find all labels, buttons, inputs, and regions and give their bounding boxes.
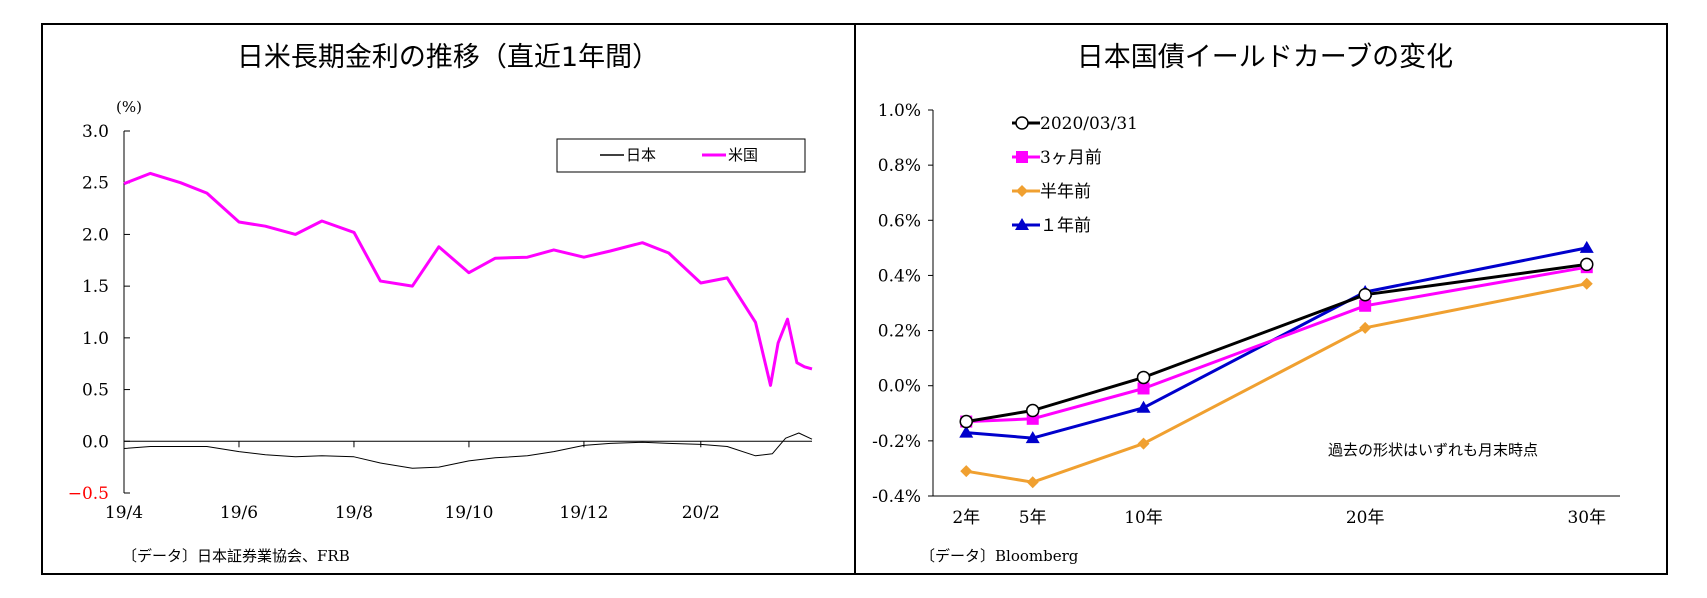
- left-x-tick-label: 19/8: [335, 503, 373, 523]
- left-series: [123, 171, 813, 469]
- left-source-note: 〔データ〕日本証券業協会、FRB: [122, 547, 350, 565]
- marker-circle: [959, 414, 973, 429]
- right-y-tick-label: 0.2%: [878, 322, 921, 342]
- japan-yield-line: [123, 432, 813, 469]
- right-y-tick-label: 0.0%: [878, 377, 921, 397]
- marker-square: [1137, 382, 1150, 395]
- right-x-tick-label: 10年: [1124, 508, 1163, 528]
- left-y-tick-label: 0.0: [82, 432, 109, 452]
- left-y-tick-label: 0.5: [82, 381, 109, 401]
- marker-diamond: [1026, 476, 1039, 489]
- left-x-tick-label: 20/2: [682, 503, 720, 523]
- left-y-unit-label: (%): [116, 98, 142, 116]
- marker-circle: [1025, 403, 1040, 418]
- marker-circle: [1136, 370, 1151, 385]
- left-y-tick-label: 2.5: [82, 174, 109, 194]
- us-japan-long-term-rate-chart: 日米長期金利の推移（直近1年間） (%) 3.0 2.5 2.0 1.5 1.0 0.5 0…: [68, 42, 813, 565]
- right-y-tick-labels: 1.0% 0.8% 0.6% 0.4% 0.2% 0.0% -0.2% -0.4%: [872, 101, 921, 507]
- left-legend: 日本 米国: [556, 138, 806, 173]
- right-x-tick-label: 20年: [1346, 508, 1385, 528]
- left-chart-title: 日米長期金利の推移（直近1年間）: [237, 42, 659, 73]
- marker-diamond: [960, 465, 973, 478]
- marker-triangle: [959, 425, 974, 438]
- legend-label-0: 2020/03/31: [1040, 114, 1138, 134]
- left-x-tick-label: 19/4: [105, 503, 143, 523]
- marker-circle: [1358, 287, 1372, 302]
- marker-triangle: [1579, 240, 1594, 253]
- right-y-tick-label: 1.0%: [878, 101, 921, 121]
- right-chart-title: 日本国債イールドカーブの変化: [1077, 42, 1453, 73]
- right-x-tick-label: 5年: [1019, 508, 1047, 528]
- jgb-yield-curve-chart: 日本国債イールドカーブの変化 1.0% 0.8% 0.6% 0.4% 0.2% 0.0% -…: [872, 42, 1620, 565]
- legend-label-1: 3ヶ月前: [1040, 148, 1102, 168]
- marker-diamond: [1137, 437, 1150, 450]
- left-legend-box: [556, 138, 806, 173]
- left-x-tick-label: 19/6: [220, 503, 258, 523]
- yield-curve-line-1: [966, 265, 1588, 424]
- marker-triangle: [1015, 218, 1029, 230]
- right-source-note: 〔データ〕Bloomberg: [920, 547, 1079, 565]
- yield-curve-line-0: [965, 262, 1588, 424]
- left-axes: [123, 130, 812, 494]
- left-y-tick-label: −0.5: [68, 484, 109, 504]
- marker-triangle: [1136, 400, 1151, 413]
- right-annotation: 過去の形状はいずれも月末時点: [1328, 441, 1538, 459]
- marker-triangle: [1025, 431, 1040, 444]
- marker-square: [1016, 151, 1028, 163]
- marker-square: [1359, 299, 1372, 312]
- right-y-tick-label: 0.8%: [878, 156, 921, 176]
- left-y-tick-labels: 3.0 2.5 2.0 1.5 1.0 0.5 0.0 −0.5: [68, 122, 109, 504]
- marker-circle: [1580, 257, 1594, 272]
- left-x-tick-label: 19/12: [559, 503, 608, 523]
- right-y-tick-label: 0.4%: [878, 266, 921, 286]
- legend-label-2: 半年前: [1040, 182, 1091, 202]
- left-y-tick-label: 1.0: [82, 329, 109, 349]
- right-x-tick-labels: 2年 5年 10年 20年 30年: [952, 508, 1606, 528]
- right-x-tick-label: 2年: [952, 508, 980, 528]
- left-y-tick-label: 1.5: [82, 277, 109, 297]
- right-series: [959, 240, 1594, 489]
- marker-diamond: [1359, 321, 1372, 334]
- us-yield-line: [123, 171, 813, 387]
- legend-label-3: １年前: [1040, 216, 1091, 236]
- right-y-tick-label: -0.2%: [872, 432, 921, 452]
- legend-label-japan: 日本: [626, 146, 656, 164]
- marker-circle: [1015, 116, 1029, 130]
- right-axes: [928, 109, 1620, 497]
- left-y-tick-label: 3.0: [82, 122, 109, 142]
- right-x-tick-label: 30年: [1567, 508, 1606, 528]
- legend-label-us: 米国: [728, 146, 758, 164]
- marker-diamond: [1580, 277, 1593, 290]
- right-y-tick-label: 0.6%: [878, 211, 921, 231]
- left-x-tick-labels: 19/4 19/6 19/8 19/10 19/12 20/2: [105, 503, 720, 523]
- left-x-tick-label: 19/10: [444, 503, 493, 523]
- left-y-tick-label: 2.0: [82, 225, 109, 245]
- marker-diamond: [1016, 185, 1028, 197]
- right-y-tick-label: -0.4%: [872, 487, 921, 507]
